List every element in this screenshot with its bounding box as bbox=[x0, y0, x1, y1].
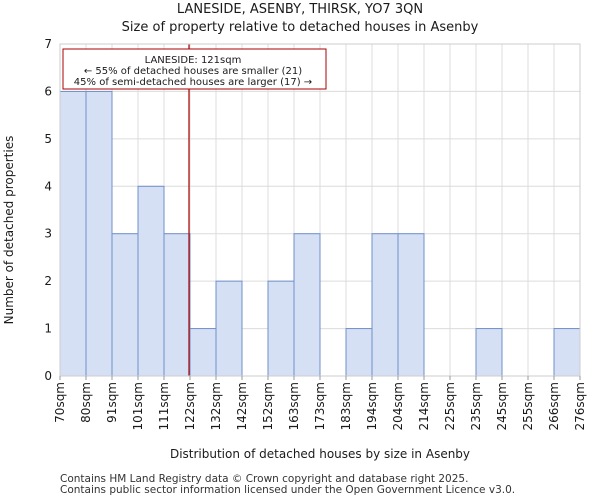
y-tick-label: 0 bbox=[44, 369, 52, 383]
annotation-line-3: 45% of semi-detached houses are larger (… bbox=[74, 77, 312, 88]
bar-235sqm bbox=[475, 328, 503, 377]
y-tick-label: 5 bbox=[44, 132, 52, 146]
bars bbox=[59, 90, 581, 377]
x-tick-label: 173sqm bbox=[313, 382, 327, 430]
x-tick-label: 70sqm bbox=[53, 382, 67, 423]
footer-licence: Contains public sector information licen… bbox=[60, 484, 516, 496]
x-tick-label: 235sqm bbox=[469, 382, 483, 430]
x-tick-label: 204sqm bbox=[391, 382, 405, 430]
x-tick-label: 194sqm bbox=[365, 382, 379, 430]
bar-80sqm bbox=[85, 90, 113, 377]
x-tick-label: 214sqm bbox=[417, 382, 431, 430]
x-tick-label: 276sqm bbox=[573, 382, 587, 430]
x-tick-label: 132sqm bbox=[209, 382, 223, 430]
y-tick-label: 6 bbox=[44, 84, 52, 98]
y-tick-label: 2 bbox=[44, 274, 52, 288]
x-tick-label: 255sqm bbox=[521, 382, 535, 430]
y-tick-labels: 0 1 2 3 4 5 6 7 bbox=[44, 37, 52, 383]
bar-101sqm bbox=[137, 185, 165, 377]
y-tick-label: 4 bbox=[44, 179, 52, 193]
bar-183sqm bbox=[345, 328, 373, 377]
x-tick-label: 91sqm bbox=[105, 382, 119, 423]
bar-163sqm bbox=[293, 233, 321, 377]
x-axis-label: Distribution of detached houses by size … bbox=[170, 447, 470, 461]
x-tick-label: 80sqm bbox=[79, 382, 93, 423]
x-tick-label: 101sqm bbox=[131, 382, 145, 430]
bar-194sqm bbox=[371, 233, 399, 377]
x-tick-label: 245sqm bbox=[495, 382, 509, 430]
bar-204sqm bbox=[397, 233, 425, 377]
footer-copyright: Contains HM Land Registry data © Crown c… bbox=[60, 473, 469, 485]
y-tick-label: 1 bbox=[44, 322, 52, 336]
y-tick-label: 3 bbox=[44, 227, 52, 241]
property-annotation: LANESIDE: 121sqm ← 55% of detached house… bbox=[62, 48, 327, 90]
bar-111sqm bbox=[163, 233, 191, 377]
bar-70sqm bbox=[59, 90, 87, 377]
x-tick-label: 183sqm bbox=[339, 382, 353, 430]
x-tick-label: 266sqm bbox=[547, 382, 561, 430]
annotation-line-1: LANESIDE: 121sqm bbox=[145, 55, 242, 66]
annotation-line-2: ← 55% of detached houses are smaller (21… bbox=[84, 66, 302, 77]
chart-title: LANESIDE, ASENBY, THIRSK, YO7 3QN bbox=[176, 2, 424, 17]
x-tick-label: 152sqm bbox=[261, 382, 275, 430]
bar-122sqm bbox=[189, 328, 217, 377]
bar-132sqm bbox=[215, 280, 243, 377]
x-tick-label: 122sqm bbox=[183, 382, 197, 430]
bar-152sqm bbox=[267, 280, 295, 377]
y-tick-label: 7 bbox=[44, 37, 52, 51]
x-tick-label: 225sqm bbox=[443, 382, 457, 430]
x-tick-label: 111sqm bbox=[157, 382, 171, 430]
y-axis-label: Number of detached properties bbox=[2, 136, 16, 325]
x-tick-label: 142sqm bbox=[235, 382, 249, 430]
bar-91sqm bbox=[111, 233, 139, 377]
chart-subtitle: Size of property relative to detached ho… bbox=[121, 20, 479, 35]
bar-266sqm bbox=[553, 328, 581, 377]
x-tick-label: 163sqm bbox=[287, 382, 301, 430]
annotation-box bbox=[62, 48, 327, 90]
x-tick-labels: 70sqm 80sqm 91sqm 101sqm 111sqm 122sqm 132sqm 1… bbox=[53, 376, 587, 430]
